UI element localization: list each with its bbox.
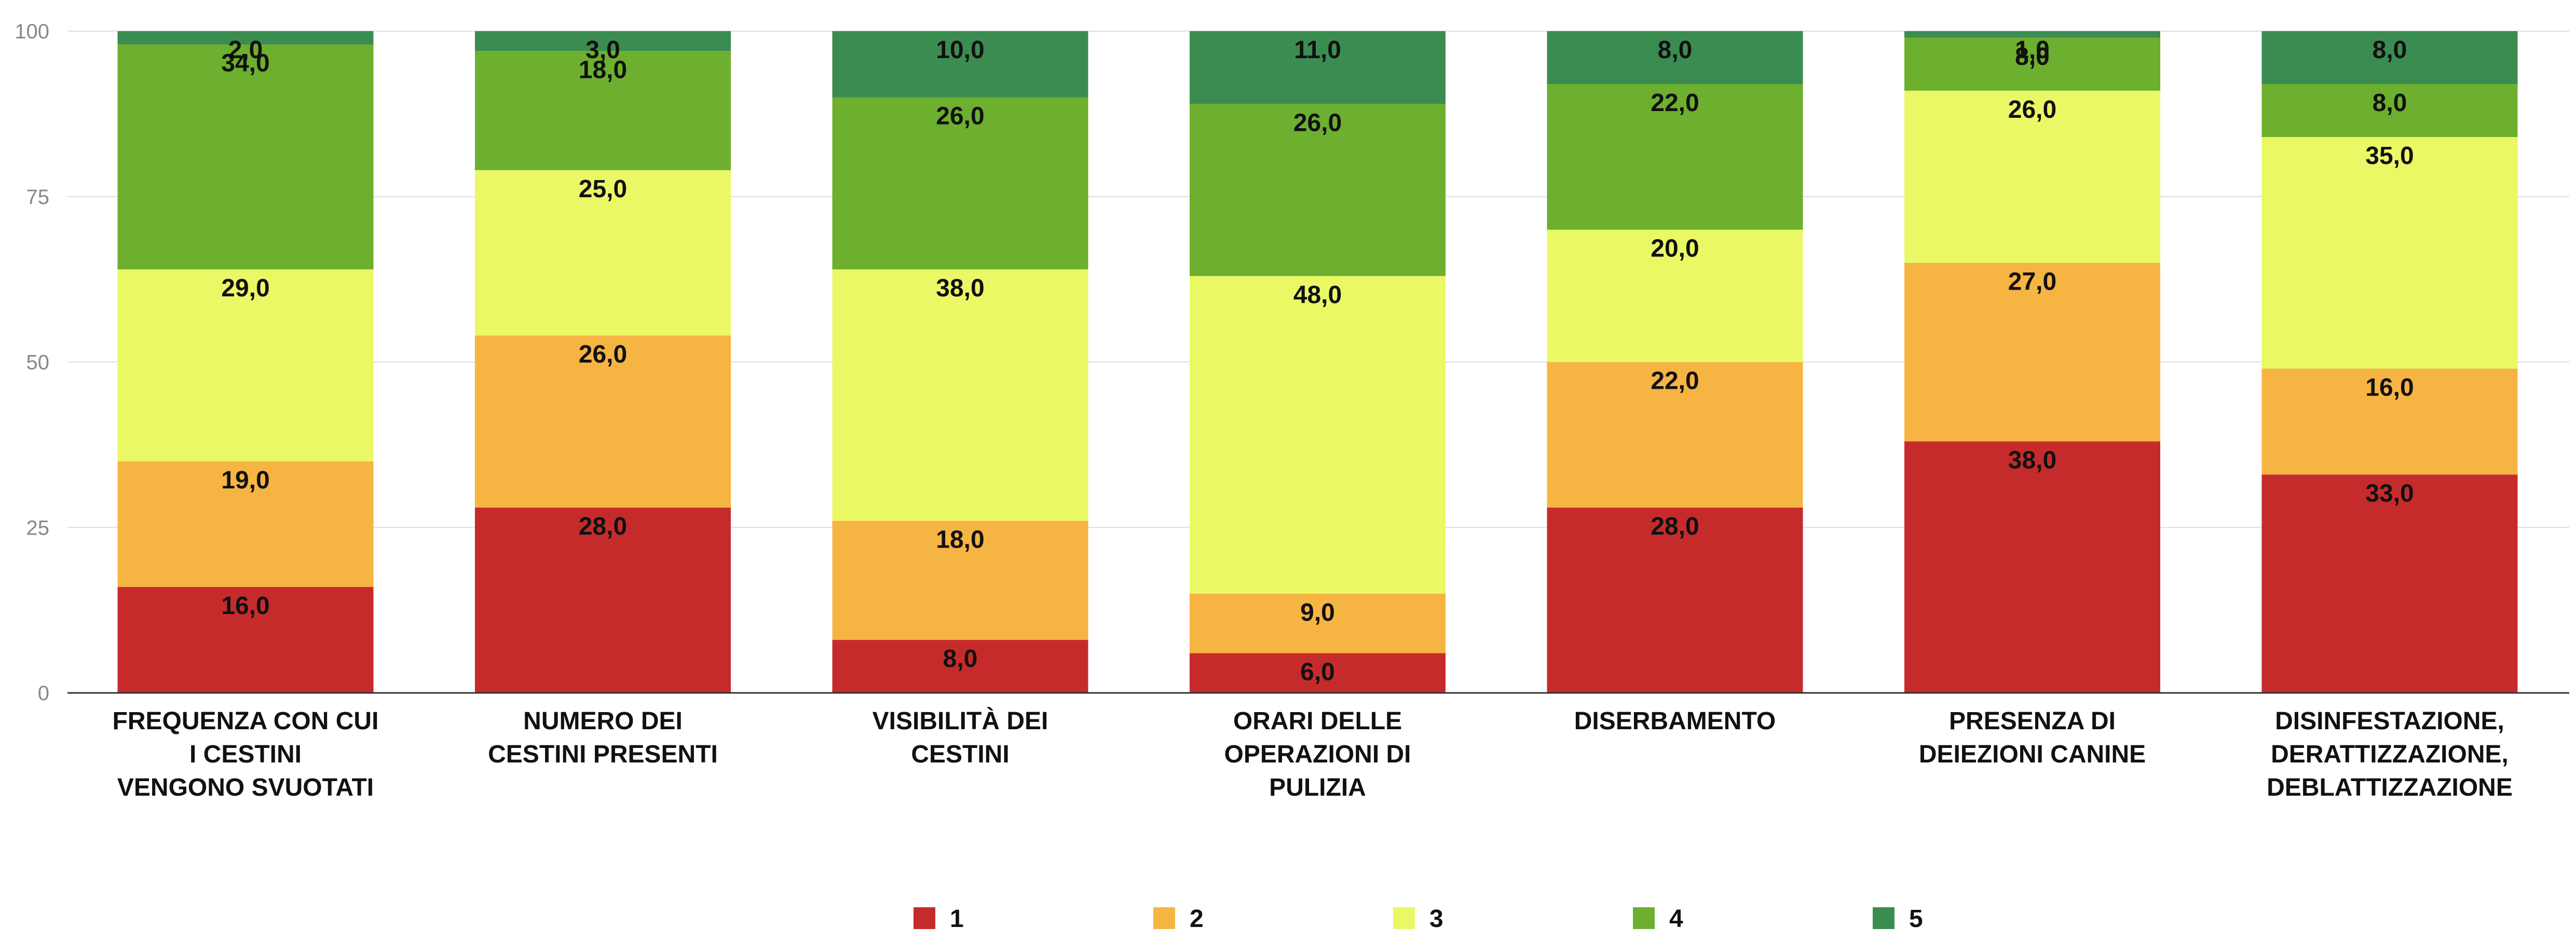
bar-segment [1190, 653, 1446, 693]
bar-segment [832, 640, 1088, 693]
data-label: 19,0 [221, 467, 269, 494]
legend-label: 3 [1429, 905, 1443, 933]
data-label: 10,0 [936, 36, 984, 64]
bar-segment [475, 335, 731, 508]
data-label: 16,0 [2365, 374, 2414, 401]
bar-segment [117, 461, 374, 587]
data-label: 28,0 [1651, 513, 1699, 540]
category-labels: FREQUENZA CON CUI I CESTINI VENGONO SVUOTA… [113, 707, 2513, 801]
data-label: 26,0 [2008, 96, 2056, 124]
data-label: 27,0 [2008, 268, 2056, 295]
data-label: 3,0 [585, 36, 620, 64]
bar-segment [832, 31, 1088, 98]
y-tick-label: 25 [26, 516, 50, 539]
bar-segment [2261, 474, 2518, 693]
bar-segment [1190, 31, 1446, 104]
data-label: 18,0 [936, 526, 984, 554]
data-label: 35,0 [2365, 142, 2414, 170]
bar-segment [2261, 369, 2518, 475]
bar-segment [1547, 31, 1803, 84]
legend-swatch [1633, 907, 1655, 929]
y-tick-label: 50 [26, 351, 50, 374]
data-label: 6,0 [1300, 659, 1335, 686]
data-label: 26,0 [936, 103, 984, 130]
bar-segment [1904, 31, 2160, 38]
y-tick-label: 0 [38, 682, 49, 705]
legend: 1 2 3 4 5 [914, 905, 1923, 933]
data-label: 2,0 [228, 36, 263, 64]
legend-label: 2 [1190, 905, 1204, 933]
x-tick-label: DISERBAMENTO [1574, 707, 1776, 735]
bar-segment [1547, 508, 1803, 693]
data-label: 18,0 [579, 56, 627, 84]
legend-swatch [914, 907, 935, 929]
bar-segment [832, 97, 1088, 269]
bar-segment [117, 31, 374, 45]
y-axis-ticks: 0 25 50 75 100 [15, 20, 49, 705]
x-tick-label: VISIBILITÀ DEI CESTINI [873, 707, 1048, 768]
data-label: 38,0 [936, 275, 984, 302]
data-label: 8,0 [943, 645, 978, 673]
legend-swatch [1393, 907, 1415, 929]
data-label: 11,0 [1294, 36, 1341, 64]
legend-swatch [1153, 907, 1175, 929]
data-label: 38,0 [2008, 447, 2056, 474]
legend-label: 1 [950, 905, 964, 933]
value-labels: 16,019,029,034,02,028,026,025,018,03,08,… [221, 36, 2414, 686]
data-label: 8,0 [2015, 43, 2050, 71]
bar-segment [2261, 137, 2518, 369]
bar-segment [1904, 90, 2160, 263]
bar-segment [475, 170, 731, 336]
bar-segment [832, 269, 1088, 521]
data-label: 25,0 [579, 175, 627, 203]
data-label: 22,0 [1651, 89, 1699, 117]
data-label: 34,0 [221, 50, 269, 77]
x-tick-label: NUMERO DEI CESTINI PRESENTI [488, 707, 718, 768]
x-tick-label: ORARI DELLE OPERAZIONI DI PULIZIA [1224, 707, 1411, 801]
legend-label: 5 [1909, 905, 1923, 933]
data-label: 22,0 [1651, 367, 1699, 395]
x-tick-label: FREQUENZA CON CUI I CESTINI VENGONO SVUOTA… [113, 707, 379, 801]
legend-swatch [1873, 907, 1894, 929]
data-label: 9,0 [1300, 599, 1335, 626]
bar-segment [475, 508, 731, 693]
data-label: 28,0 [579, 513, 627, 540]
bar-segment [1904, 441, 2160, 693]
bar-segment [117, 44, 374, 269]
data-label: 26,0 [579, 341, 627, 369]
data-label: 26,0 [1293, 109, 1342, 137]
bar-segment [1190, 276, 1446, 594]
bar-segment [2261, 31, 2518, 84]
data-label: 33,0 [2365, 480, 2414, 507]
bar-segment [1547, 229, 1803, 362]
bar-segment [117, 587, 374, 693]
legend-label: 4 [1669, 905, 1683, 933]
bar-segment [1547, 84, 1803, 230]
bar-segment [1904, 37, 2160, 91]
data-label: 16,0 [221, 592, 269, 620]
data-label: 20,0 [1651, 235, 1699, 263]
data-label: 8,0 [1658, 36, 1693, 64]
bar-segment [1547, 362, 1803, 508]
data-label: 29,0 [221, 275, 269, 302]
bar-segment [1904, 263, 2160, 442]
data-label: 8,0 [2373, 89, 2407, 117]
bar-segment [475, 51, 731, 170]
x-tick-label: PRESENZA DI DEIEZIONI CANINE [1919, 707, 2146, 768]
bar-segment [2261, 84, 2518, 137]
bar-segment [832, 521, 1088, 640]
x-tick-label: DISINFESTAZIONE, DERATTIZZAZIONE, DEBLATTI… [2267, 707, 2513, 801]
data-label: 8,0 [2373, 36, 2407, 64]
bar-segment [117, 269, 374, 461]
bar-segment [475, 31, 731, 51]
y-tick-label: 100 [15, 20, 49, 43]
data-label: 1,0 [2015, 36, 2050, 64]
y-tick-label: 75 [26, 186, 50, 209]
bar-segment [1190, 104, 1446, 276]
data-label: 48,0 [1293, 281, 1342, 309]
bar-segment [1190, 593, 1446, 653]
bars [117, 31, 2518, 693]
